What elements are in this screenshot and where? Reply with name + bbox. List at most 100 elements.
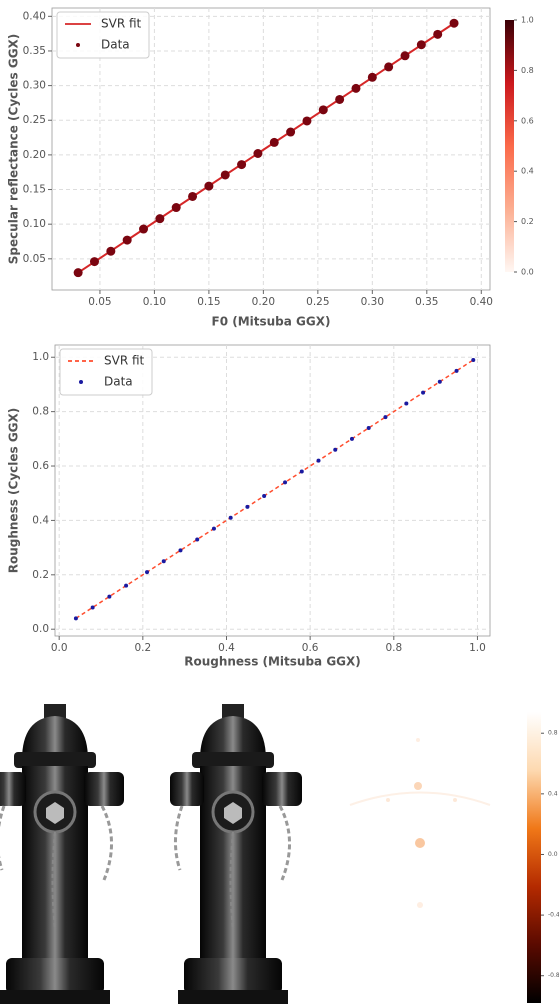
legend-label: Data <box>104 375 133 389</box>
y-tick-label: 0.05 <box>23 253 46 265</box>
y-tick-label: 0.4 <box>32 514 49 526</box>
colorbar-tick-label: 0.6 <box>521 116 534 125</box>
data-point <box>450 19 459 28</box>
data-point <box>317 459 321 463</box>
legend-label: Data <box>101 38 130 52</box>
data-point <box>283 480 287 484</box>
x-tick-label: 0.40 <box>470 296 493 308</box>
data-point <box>350 437 354 441</box>
x-tick-label: 0.35 <box>415 296 438 308</box>
data-point <box>384 62 393 71</box>
data-point <box>91 605 95 609</box>
colorbar-tick-label: 0.2 <box>521 217 534 226</box>
data-point <box>124 584 128 588</box>
data-point <box>221 170 230 179</box>
colorbar-tick-label: 0.4 <box>521 167 534 176</box>
x-tick-label: 0.25 <box>306 296 329 308</box>
data-point <box>401 51 410 60</box>
legend-marker <box>79 380 83 384</box>
colorbar-tick-label: -0.4 <box>548 912 559 919</box>
colorbar-tick-label: 0.4 <box>548 790 558 797</box>
data-point <box>107 595 111 599</box>
data-point <box>319 105 328 114</box>
data-point <box>262 494 266 498</box>
colorbar-tick-label: 0.0 <box>548 851 558 858</box>
data-point <box>438 380 442 384</box>
x-tick-label: 0.30 <box>361 296 384 308</box>
data-point <box>351 84 360 93</box>
data-point <box>335 95 344 104</box>
data-point <box>245 505 249 509</box>
x-tick-label: 0.8 <box>385 642 402 654</box>
y-tick-label: 0.8 <box>32 406 49 418</box>
figure: 0.050.100.150.200.250.300.350.400.050.10… <box>0 0 559 1006</box>
colorbar <box>505 20 514 272</box>
data-point <box>162 559 166 563</box>
data-point <box>145 570 149 574</box>
data-point <box>455 369 459 373</box>
data-point <box>188 192 197 201</box>
data-point <box>300 469 304 473</box>
data-point <box>471 358 475 362</box>
x-axis-label: Roughness (Mitsuba GGX) <box>184 655 361 669</box>
data-point <box>172 203 181 212</box>
data-point <box>383 415 387 419</box>
x-tick-label: 0.10 <box>143 296 166 308</box>
y-axis-label: Specular reflectance (Cycles GGX) <box>7 34 21 265</box>
x-tick-label: 0.2 <box>134 642 151 654</box>
colorbar-tick-label: 1.0 <box>521 16 534 25</box>
data-point <box>253 149 262 158</box>
y-tick-label: 0.2 <box>32 569 49 581</box>
colorbar-tick-label: 0.8 <box>548 730 558 737</box>
colorbar-tick-label: 0.0 <box>521 268 534 277</box>
data-point <box>74 268 83 277</box>
data-point <box>404 401 408 405</box>
difference-map <box>330 700 515 1006</box>
data-point <box>421 391 425 395</box>
data-point <box>433 30 442 39</box>
render-reference <box>0 704 124 1004</box>
y-axis-label: Roughness (Cycles GGX) <box>7 408 21 574</box>
data-point <box>90 257 99 266</box>
legend-marker <box>76 43 80 47</box>
y-tick-label: 0.40 <box>23 10 46 22</box>
y-tick-label: 1.0 <box>32 351 49 363</box>
data-point <box>155 214 164 223</box>
data-point <box>270 138 279 147</box>
data-point <box>237 160 246 169</box>
data-point <box>368 73 377 82</box>
x-tick-label: 0.05 <box>88 296 111 308</box>
x-axis-label: F0 (Mitsuba GGX) <box>212 315 331 329</box>
data-point <box>286 128 295 137</box>
y-tick-label: 0.25 <box>23 114 46 126</box>
colorbar-tick-label: 0.8 <box>521 66 534 75</box>
legend-label: SVR fit <box>104 354 145 368</box>
data-point <box>333 448 337 452</box>
x-tick-label: 0.4 <box>218 642 235 654</box>
x-tick-label: 1.0 <box>469 642 486 654</box>
data-point <box>178 548 182 552</box>
x-tick-label: 0.0 <box>51 642 68 654</box>
data-point <box>417 40 426 49</box>
y-tick-label: 0.6 <box>32 460 49 472</box>
colorbar <box>527 712 541 1003</box>
data-point <box>139 225 148 234</box>
legend-label: SVR fit <box>101 17 142 31</box>
data-point <box>302 116 311 125</box>
data-point <box>212 527 216 531</box>
y-tick-label: 0.20 <box>23 149 46 161</box>
y-tick-label: 0.30 <box>23 80 46 92</box>
data-point <box>367 426 371 430</box>
y-tick-label: 0.35 <box>23 45 46 57</box>
y-tick-label: 0.0 <box>32 623 49 635</box>
data-point <box>229 516 233 520</box>
data-point <box>106 247 115 256</box>
x-tick-label: 0.6 <box>302 642 319 654</box>
colorbar-tick-label: -0.8 <box>548 972 559 979</box>
x-tick-label: 0.20 <box>252 296 275 308</box>
render-result <box>170 704 302 1004</box>
y-tick-label: 0.15 <box>23 184 46 196</box>
data-point <box>74 616 78 620</box>
data-point <box>204 182 213 191</box>
data-point <box>123 236 132 245</box>
